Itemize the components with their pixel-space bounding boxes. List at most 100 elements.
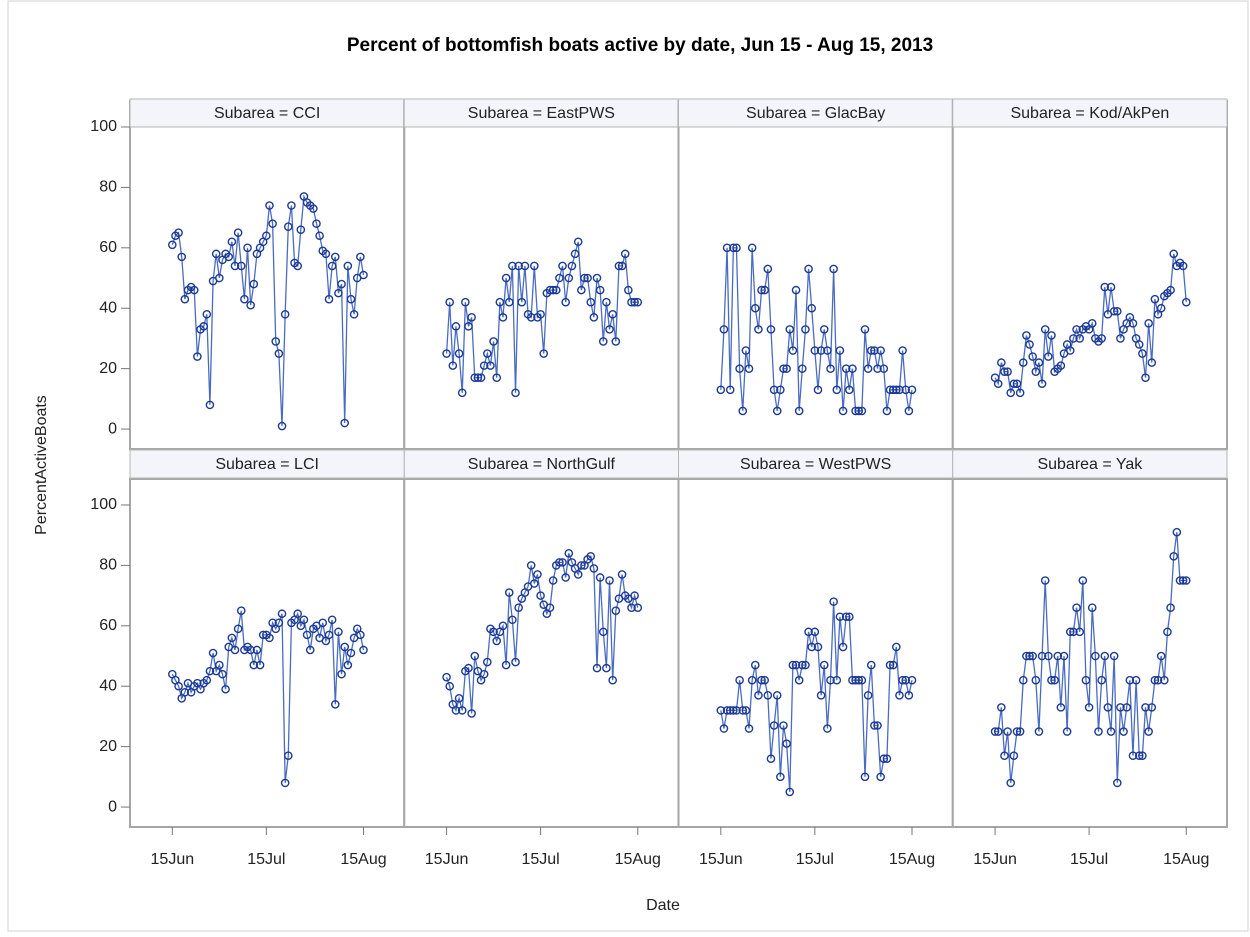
data-point (249, 279, 259, 289)
data-point (233, 624, 243, 634)
x-tick-label: 15Jul (247, 851, 285, 868)
data-point (334, 627, 343, 637)
data-point (719, 325, 729, 334)
data-point (464, 322, 473, 331)
panel-background (403, 478, 680, 828)
data-point (1106, 282, 1116, 292)
data-point (876, 346, 885, 355)
data-point (1015, 727, 1025, 736)
data-point (592, 663, 602, 673)
data-point (794, 675, 804, 685)
data-point (448, 361, 458, 370)
data-point (829, 264, 838, 274)
data-point (993, 727, 1003, 736)
data-point (330, 700, 340, 709)
data-point (555, 273, 564, 283)
data-point (1012, 727, 1022, 736)
data-point (442, 672, 451, 682)
data-point (483, 349, 492, 358)
data-point (517, 297, 527, 307)
data-point (1103, 703, 1113, 712)
data-point (1018, 675, 1028, 685)
data-point (224, 252, 234, 262)
data-point (1094, 727, 1103, 736)
data-point (595, 285, 605, 295)
data-point (1069, 334, 1078, 343)
panel-label: Subarea = NorthGulf (468, 456, 616, 473)
data-point (340, 642, 349, 652)
data-point (1169, 249, 1179, 259)
data-point (454, 694, 464, 703)
data-point (551, 285, 561, 295)
data-point (776, 772, 785, 782)
data-point (763, 690, 773, 700)
data-point (1025, 340, 1034, 349)
y-tick-label: 0 (108, 420, 117, 437)
data-point (271, 337, 281, 346)
data-point (729, 243, 738, 253)
y-tick-label: 100 (90, 118, 117, 135)
data-point (548, 576, 558, 585)
data-point (1015, 388, 1025, 398)
data-point (211, 249, 221, 259)
data-point (1100, 282, 1110, 292)
data-point (779, 721, 788, 730)
data-point (583, 273, 592, 283)
data-point (904, 690, 914, 700)
data-point (901, 675, 911, 685)
data-point (876, 772, 885, 782)
data-point (879, 754, 889, 764)
data-point (473, 373, 483, 383)
data-point (1000, 751, 1009, 761)
data-point (816, 346, 826, 355)
data-point (168, 240, 177, 250)
data-point (246, 300, 255, 310)
data-point (293, 609, 302, 619)
x-tick-label: 15Aug (1163, 851, 1209, 868)
data-point (782, 364, 791, 373)
x-tick-label: 15Jul (521, 851, 559, 868)
data-point (558, 261, 567, 271)
data-point (1003, 367, 1012, 376)
data-point (504, 588, 514, 597)
data-point (617, 261, 627, 271)
data-point (729, 706, 738, 715)
data-point (1034, 358, 1044, 367)
panel-strip (678, 449, 954, 479)
data-point (180, 687, 190, 697)
data-point (564, 549, 574, 558)
data-point (514, 261, 523, 271)
data-point (1131, 675, 1141, 685)
data-point (892, 642, 901, 652)
data-point (798, 660, 807, 670)
data-point (1087, 603, 1097, 612)
panel-label: Subarea = LCI (215, 456, 319, 473)
panel-strip (403, 449, 679, 479)
data-point (741, 706, 751, 715)
data-point (807, 303, 817, 313)
data-point (1040, 576, 1050, 585)
data-point (283, 751, 293, 761)
data-point (451, 322, 461, 331)
data-point (508, 261, 517, 271)
data-point (754, 325, 763, 334)
data-point (498, 621, 508, 631)
y-tick-label: 40 (99, 677, 117, 694)
data-point (461, 297, 470, 307)
data-point (860, 325, 870, 334)
data-point (870, 721, 879, 730)
data-point (246, 645, 255, 655)
data-point (227, 633, 237, 643)
data-point (548, 285, 558, 295)
y-axis-label: PercentActiveBoats (33, 395, 50, 535)
data-point (586, 297, 596, 307)
data-point (835, 346, 845, 355)
data-point (1009, 379, 1019, 389)
data-point (602, 297, 611, 307)
data-point (504, 297, 514, 307)
data-point (464, 663, 473, 673)
data-point (321, 249, 331, 259)
y-tick-label: 80 (99, 557, 117, 574)
data-point (312, 219, 321, 228)
data-point (617, 570, 627, 579)
